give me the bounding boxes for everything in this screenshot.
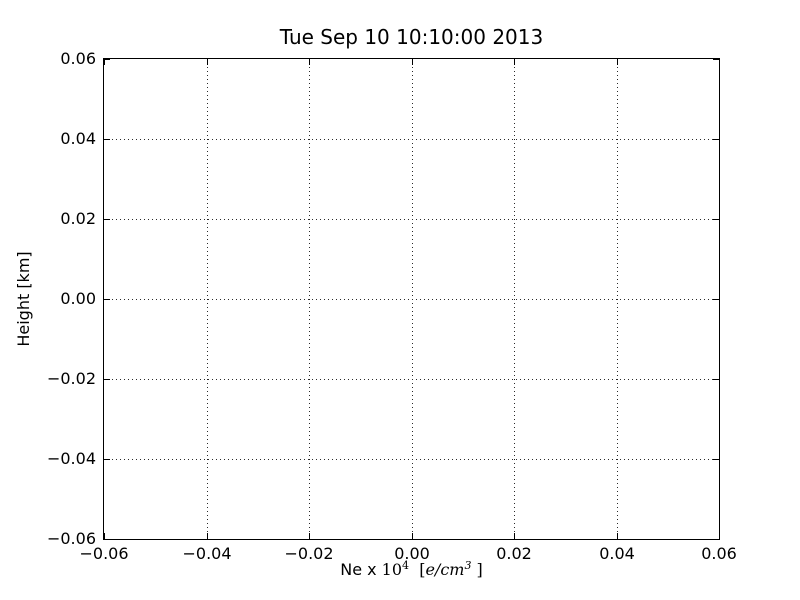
y-tick-right (713, 139, 719, 140)
y-tick-left (104, 379, 110, 380)
y-tick-right (713, 299, 719, 300)
x-tick-label: −0.06 (79, 544, 129, 563)
y-tick-left (104, 219, 110, 220)
y-tick-label: 0.04 (60, 129, 96, 148)
x-tick-bottom (617, 533, 618, 539)
y-tick-right (713, 539, 719, 540)
x-tick-label: −0.02 (284, 544, 334, 563)
y-tick-right (713, 379, 719, 380)
x-axis-label-math-exponent: 3 (464, 559, 472, 572)
y-tick-label: 0.06 (60, 49, 96, 68)
x-tick-label: 0.06 (701, 544, 737, 563)
x-tick-top (309, 59, 310, 65)
x-axis-label: Ne x 104 [e/cm3 ] (103, 558, 720, 582)
y-tick-label: −0.02 (46, 369, 96, 388)
x-tick-bottom (719, 533, 720, 539)
y-gridline (104, 379, 719, 380)
x-tick-top (412, 59, 413, 65)
chart-title: Tue Sep 10 10:10:00 2013 (279, 25, 544, 49)
x-tick-top (617, 59, 618, 65)
x-tick-bottom (412, 533, 413, 539)
x-tick-top (104, 59, 105, 65)
x-axis-label-base: 10 (381, 560, 403, 579)
y-tick-right (713, 459, 719, 460)
x-tick-label: 0.00 (394, 544, 430, 563)
y-gridline (104, 139, 719, 140)
y-tick-label: −0.06 (46, 529, 96, 548)
x-tick-bottom (309, 533, 310, 539)
y-tick-left (104, 539, 110, 540)
y-tick-left (104, 299, 110, 300)
x-axis-label-prefix: Ne x (340, 560, 382, 579)
x-axis-label-bracket-close: ] (471, 560, 483, 579)
x-tick-bottom (207, 533, 208, 539)
y-tick-label: 0.00 (60, 289, 96, 308)
y-tick-label: −0.04 (46, 449, 96, 468)
y-gridline (104, 459, 719, 460)
x-tick-top (719, 59, 720, 65)
y-tick-label: 0.02 (60, 209, 96, 228)
y-gridline (104, 299, 719, 300)
x-axis-label-math: e/cm (425, 560, 465, 579)
x-axis-label-bracket-open: [ (409, 560, 426, 579)
y-tick-left (104, 459, 110, 460)
x-tick-label: 0.04 (599, 544, 635, 563)
x-tick-label: 0.02 (496, 544, 532, 563)
x-tick-label: −0.04 (182, 544, 232, 563)
x-axis-label-exponent: 4 (402, 559, 410, 572)
plot-area (103, 58, 720, 540)
y-tick-right (713, 59, 719, 60)
y-tick-left (104, 59, 110, 60)
x-tick-bottom (514, 533, 515, 539)
x-tick-top (207, 59, 208, 65)
y-tick-right (713, 219, 719, 220)
y-tick-left (104, 139, 110, 140)
x-tick-top (514, 59, 515, 65)
x-tick-bottom (104, 533, 105, 539)
y-gridline (104, 219, 719, 220)
